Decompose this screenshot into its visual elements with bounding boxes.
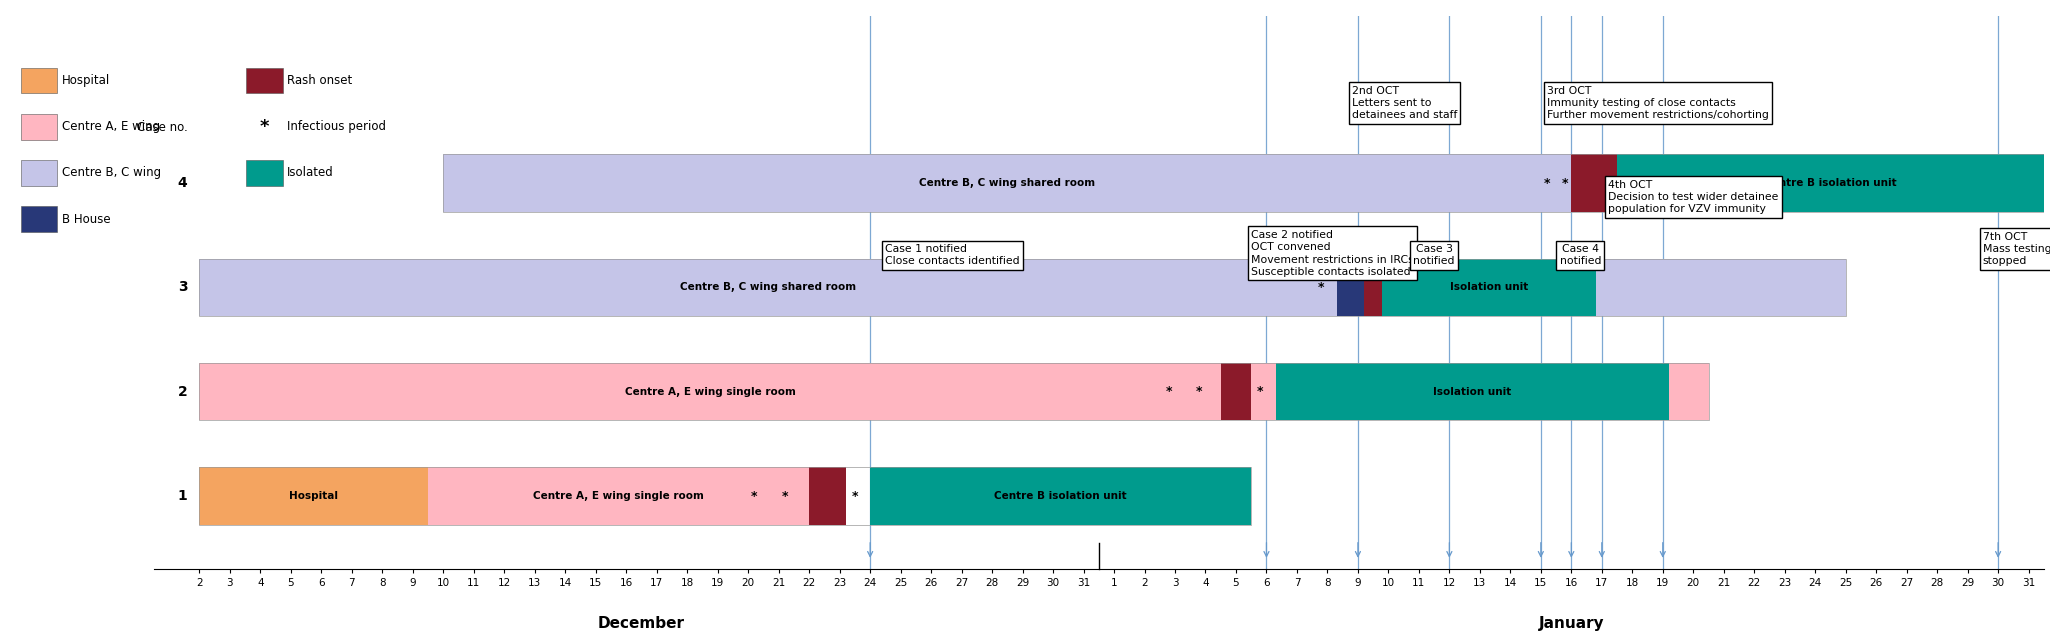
Bar	[199, 467, 428, 525]
Bar	[869, 467, 1250, 525]
Text: 4th OCT
Decision to test wider detainee
population for VZV immunity: 4th OCT Decision to test wider detainee …	[1607, 179, 1777, 214]
Text: December: December	[599, 616, 685, 631]
Text: Case 3
notified: Case 3 notified	[1412, 244, 1455, 266]
Bar	[428, 467, 810, 525]
Text: Hospital: Hospital	[289, 491, 338, 501]
Bar	[1220, 363, 1250, 421]
Bar	[443, 154, 2044, 212]
Text: Centre A, E wing single room: Centre A, E wing single room	[625, 386, 795, 397]
Text: Isolation unit: Isolation unit	[1449, 282, 1527, 293]
Text: Case no.: Case no.	[137, 121, 187, 134]
Text: 3rd OCT
Immunity testing of close contacts
Further movement restrictions/cohorti: 3rd OCT Immunity testing of close contac…	[1548, 86, 1769, 120]
Text: *: *	[1166, 385, 1173, 398]
Bar	[443, 154, 1572, 212]
Bar	[199, 363, 1220, 421]
Bar	[1382, 258, 1595, 316]
Bar	[810, 467, 847, 525]
Text: Case 4
notified: Case 4 notified	[1560, 244, 1601, 266]
Text: Centre B, C wing shared room: Centre B, C wing shared room	[918, 178, 1095, 188]
Text: Centre B isolation unit: Centre B isolation unit	[1765, 178, 1896, 188]
Bar	[1570, 154, 1617, 212]
Text: 7th OCT
Mass testing
stopped: 7th OCT Mass testing stopped	[1982, 231, 2050, 266]
Text: Infectious period: Infectious period	[287, 120, 385, 133]
Text: B House: B House	[62, 213, 111, 226]
Text: 2nd OCT
Letters sent to
detainees and staff: 2nd OCT Letters sent to detainees and st…	[1351, 86, 1458, 120]
Text: *: *	[1195, 385, 1203, 398]
Bar	[1275, 363, 1669, 421]
Text: *: *	[750, 489, 758, 503]
Text: Hospital: Hospital	[62, 74, 111, 87]
Text: 3: 3	[178, 280, 187, 294]
Text: Centre B isolation unit: Centre B isolation unit	[994, 491, 1128, 501]
Text: Centre B, C wing: Centre B, C wing	[62, 167, 160, 179]
Bar	[199, 363, 1708, 421]
Text: *: *	[260, 118, 269, 136]
Text: Isolation unit: Isolation unit	[1433, 386, 1511, 397]
Text: *: *	[1544, 177, 1550, 190]
Text: Centre A, E wing single room: Centre A, E wing single room	[533, 491, 703, 501]
Bar	[1595, 258, 1845, 316]
Text: Case 2 notified
OCT convened
Movement restrictions in IRCs
Susceptible contacts : Case 2 notified OCT convened Movement re…	[1250, 230, 1414, 277]
Bar	[1250, 363, 1275, 421]
Text: *: *	[1257, 385, 1263, 398]
Text: 2: 2	[178, 385, 187, 399]
Text: Isolated: Isolated	[287, 167, 334, 179]
Bar	[199, 258, 1337, 316]
Text: *: *	[851, 489, 859, 503]
Text: Rash onset: Rash onset	[287, 74, 353, 87]
Text: *: *	[781, 489, 787, 503]
Bar	[1337, 258, 1363, 316]
Text: 4: 4	[178, 176, 187, 190]
Text: Centre B, C wing shared room: Centre B, C wing shared room	[681, 282, 857, 293]
Bar	[1617, 154, 2044, 212]
Text: *: *	[1562, 177, 1568, 190]
Text: Case 1 notified
Close contacts identified: Case 1 notified Close contacts identifie…	[886, 244, 1021, 266]
Text: Centre A, E wing: Centre A, E wing	[62, 120, 160, 133]
Bar	[1363, 258, 1382, 316]
Bar	[199, 467, 1250, 525]
Bar	[199, 258, 1845, 316]
Text: 1: 1	[178, 489, 187, 503]
Text: January: January	[1538, 616, 1605, 631]
Text: *: *	[1318, 281, 1324, 294]
Bar	[1669, 363, 1708, 421]
